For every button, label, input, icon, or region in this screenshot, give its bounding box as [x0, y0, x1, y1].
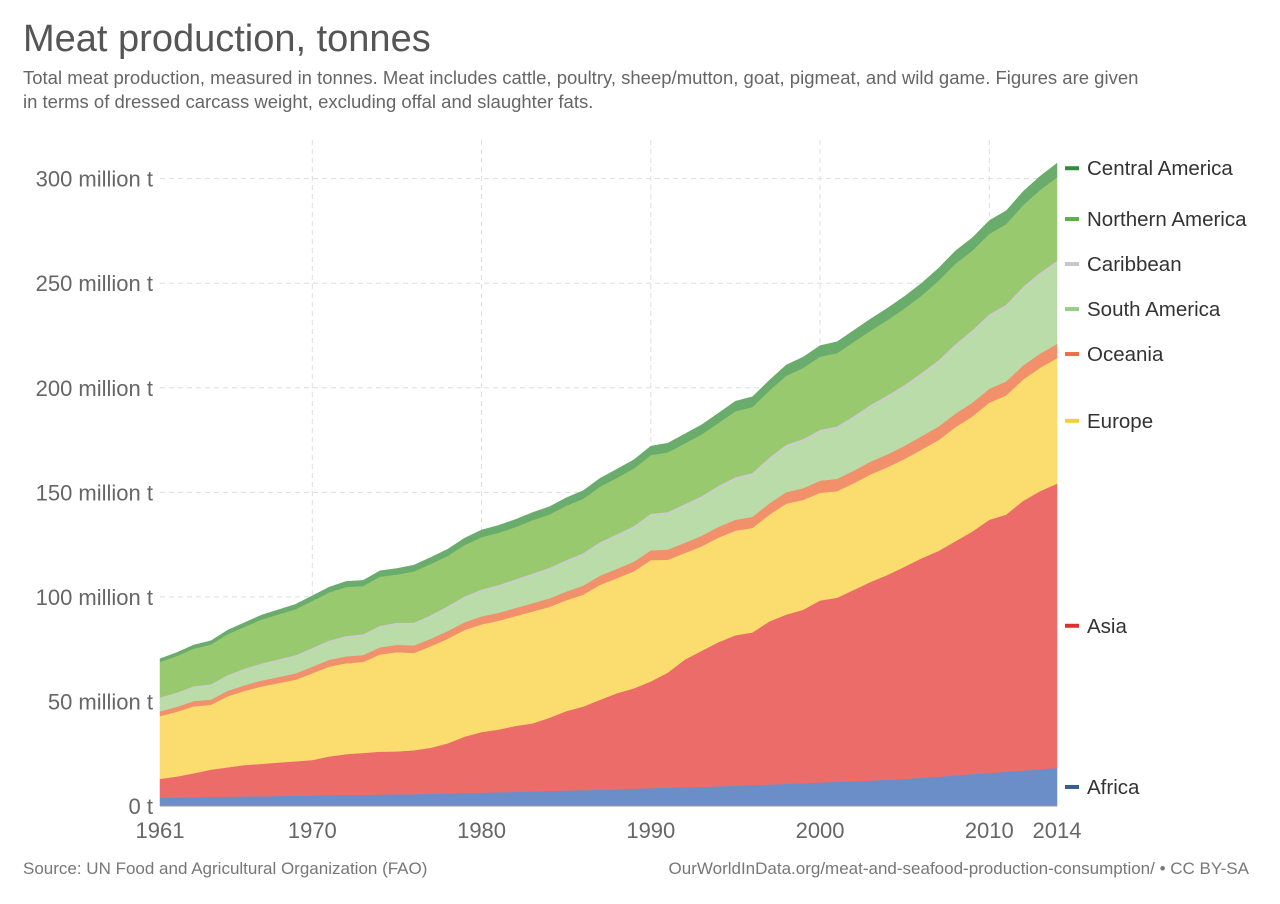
legend-label[interactable]: Oceania — [1087, 343, 1164, 366]
y-tick-label: 250 million t — [36, 271, 153, 296]
legend-label[interactable]: Asia — [1087, 615, 1127, 638]
x-tick-label: 1970 — [288, 818, 337, 843]
credit-link[interactable]: OurWorldInData.org/meat-and-seafood-prod… — [668, 859, 1249, 878]
y-tick-label: 0 t — [129, 794, 153, 819]
legend-label[interactable]: Europe — [1087, 410, 1153, 433]
x-tick-label: 1990 — [626, 818, 675, 843]
y-tick-label: 150 million t — [36, 480, 153, 505]
y-tick-label: 100 million t — [36, 585, 153, 610]
x-tick-label: 2014 — [1033, 818, 1082, 843]
legend-label[interactable]: Caribbean — [1087, 253, 1182, 276]
legend-label[interactable]: Northern America — [1087, 208, 1247, 231]
y-tick-label: 200 million t — [36, 376, 153, 401]
source-note: Source: UN Food and Agricultural Organiz… — [23, 859, 428, 878]
chart-title: Meat production, tonnes — [23, 18, 431, 60]
legend-label[interactable]: South America — [1087, 298, 1221, 321]
x-tick-label: 2010 — [965, 818, 1014, 843]
axis-layer: 0 t 50 million t 100 million t 150 million … — [36, 167, 1082, 843]
y-tick-label: 50 million t — [48, 689, 153, 714]
x-tick-label: 2000 — [796, 818, 845, 843]
area-layer — [159, 162, 1058, 807]
area-central-america[interactable] — [159, 162, 1058, 663]
x-tick-label: 1961 — [136, 818, 185, 843]
legend-label[interactable]: Africa — [1087, 776, 1140, 799]
legend-label[interactable]: Central America — [1087, 157, 1233, 180]
chart-subtitle: Total meat production, measured in tonne… — [23, 67, 1139, 112]
legend-layer: Central America Northern America Caribbean… — [1065, 157, 1247, 799]
x-tick-label: 1980 — [457, 818, 506, 843]
y-tick-label: 300 million t — [36, 167, 153, 192]
